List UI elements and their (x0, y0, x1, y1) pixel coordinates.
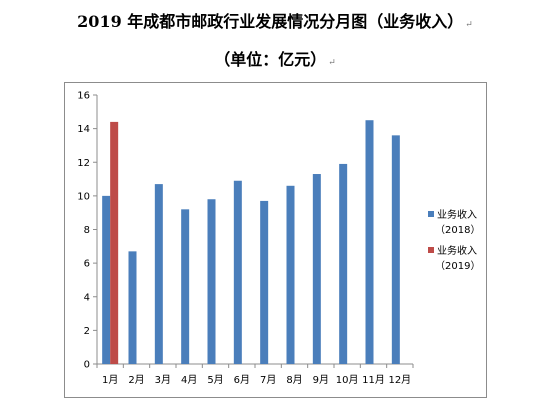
x-tick-label: 8月 (286, 374, 302, 386)
x-tick-label: 4月 (181, 374, 197, 386)
y-tick-label: 2 (84, 326, 90, 337)
bar (110, 121, 119, 365)
bar (312, 174, 321, 364)
bar (128, 251, 137, 364)
chart-area (64, 82, 487, 398)
y-tick-label: 14 (77, 124, 90, 135)
bar (365, 120, 374, 364)
y-tick-label: 8 (84, 225, 90, 236)
chart-title-text: 2019 年成都市邮政行业发展情况分月图（业务收入） (77, 12, 464, 31)
y-tick-label: 0 (84, 360, 90, 371)
chart-subtitle-text: （单位：亿元） (214, 50, 327, 69)
bar (260, 200, 269, 364)
bar (339, 163, 348, 364)
x-tick-label: 3月 (155, 374, 171, 386)
legend-label: 业务收入 (437, 208, 477, 221)
x-tick-label: 7月 (260, 374, 276, 386)
bar (286, 185, 295, 364)
chart-title: 2019 年成都市邮政行业发展情况分月图（业务收入） ↵ (0, 8, 550, 32)
y-tick-label: 12 (77, 158, 90, 169)
legend-label-year: （2019） (435, 260, 480, 272)
legend-swatch (428, 247, 434, 253)
bar (154, 184, 163, 364)
bar (233, 180, 242, 364)
x-tick-label: 9月 (313, 374, 329, 386)
chart-subtitle: （单位：亿元） ↵ (0, 46, 550, 70)
y-tick-label: 6 (84, 259, 90, 270)
x-tick-label: 6月 (234, 374, 250, 386)
x-tick-label: 5月 (207, 374, 223, 386)
y-tick-label: 16 (77, 91, 90, 102)
x-tick-label: 1月 (102, 374, 118, 386)
paragraph-mark-icon: ↵ (328, 58, 336, 68)
bar (102, 195, 111, 364)
x-tick-label: 12月 (388, 374, 411, 386)
x-tick-label: 2月 (128, 374, 144, 386)
paragraph-mark-icon: ↵ (465, 20, 473, 30)
bar (181, 209, 190, 364)
bar (207, 199, 216, 364)
legend-label-year: （2018） (435, 224, 480, 236)
x-tick-label: 11月 (362, 374, 385, 386)
y-tick-label: 10 (77, 191, 90, 202)
legend-label: 业务收入 (437, 244, 477, 257)
x-tick-label: 10月 (336, 374, 359, 386)
y-tick-label: 4 (84, 292, 90, 303)
legend-swatch (428, 211, 434, 217)
bar (391, 135, 400, 364)
